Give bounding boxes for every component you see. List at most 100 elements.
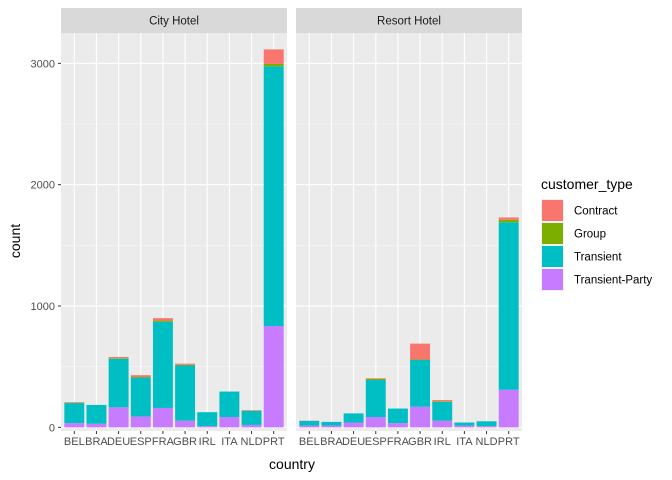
x-tick-label: BRA: [320, 436, 343, 448]
legend-swatch: [542, 269, 563, 290]
bar-segment-bra-transient: [321, 421, 342, 426]
bar-segment-irl-transient: [432, 401, 453, 421]
bar-segment-prt-contract: [498, 217, 519, 220]
bar-segment-gbr-group: [410, 359, 431, 361]
bar-segment-gbr-transient: [175, 365, 196, 421]
bar-segment-prt-contract: [263, 49, 284, 64]
legend-item-transient-party: Transient-Party: [541, 268, 652, 291]
bar-segment-ita-transient-party: [219, 417, 240, 428]
bar-segment-gbr-transient-party: [175, 420, 196, 428]
bar-segment-deu-transient: [343, 413, 364, 423]
legend-label: Transient: [574, 252, 622, 264]
legend-title: customer_type: [541, 176, 633, 192]
bar-segment-esp-transient-party: [130, 416, 151, 428]
legend-label: Group: [574, 229, 606, 241]
x-tick-label: DEU: [342, 436, 365, 448]
legend-swatch: [542, 200, 563, 221]
legend-swatch: [542, 246, 563, 267]
bar-segment-prt-transient: [498, 222, 519, 390]
x-tick-label: BEL: [299, 436, 320, 448]
y-axis: 0 1000 2000 3000: [31, 58, 61, 434]
bar-segment-nld-transient-party: [241, 424, 262, 428]
legend-item-group: Group: [541, 222, 606, 245]
bar-segment-gbr-transient-party: [410, 406, 431, 428]
y-tick-label: 0: [49, 422, 55, 434]
bar-segment-irl-transient-party: [197, 426, 218, 428]
bar-segment-bel-contract: [64, 402, 85, 403]
bar-segment-fra-group: [152, 320, 173, 322]
bar-segment-fra-transient-party: [387, 423, 408, 428]
x-tick-label: ESP: [130, 436, 152, 448]
bar-segment-irl-contract: [432, 400, 453, 402]
bar-segment-fra-contract: [152, 318, 173, 321]
bar-segment-bra-transient: [86, 404, 107, 424]
bar-segment-bra-transient-party: [86, 423, 107, 428]
bar-segment-nld-contract: [241, 410, 262, 411]
bar-segment-esp-transient: [130, 377, 151, 417]
bar-segment-esp-group: [365, 378, 386, 381]
bar-segment-nld-transient: [476, 421, 497, 427]
y-tick-label: 1000: [31, 301, 55, 313]
legend-item-transient: Transient: [541, 245, 622, 268]
panel-background: [296, 33, 522, 431]
x-tick-label: BRA: [85, 436, 108, 448]
bar-segment-gbr-contract: [410, 343, 431, 360]
legend-label: Contract: [574, 206, 618, 218]
bar-segment-fra-transient: [387, 408, 408, 424]
bar-segment-gbr-transient: [410, 360, 431, 407]
bar-segment-deu-contract: [108, 356, 129, 359]
bar-segment-prt-transient: [263, 66, 284, 327]
bar-segment-bel-transient: [64, 403, 85, 424]
bar-segment-fra-transient: [152, 321, 173, 408]
x-tick-label: GBR: [173, 436, 197, 448]
bar-segment-esp-group: [130, 377, 151, 378]
x-tick-label: ITA: [456, 436, 473, 448]
bar-segment-ita-transient-party: [454, 425, 475, 428]
facet-panels: City Hotel Resort Hotel: [61, 8, 522, 431]
x-tick-label: DEU: [107, 436, 130, 448]
bar-segment-irl-transient: [197, 412, 218, 427]
x-axis: BEL BRA DEU ESP FRA GBR IRL ITA NLD PRT BEL BRA DEU E…: [64, 431, 520, 448]
bar-segment-gbr-contract: [175, 363, 196, 365]
bar-segment-deu-transient: [108, 358, 129, 408]
legend-swatch: [542, 223, 563, 244]
bar-segment-esp-contract: [130, 375, 151, 378]
y-axis-title: count: [7, 224, 23, 258]
x-tick-label: GBR: [408, 436, 432, 448]
x-tick-label: NLD: [476, 436, 498, 448]
bar-segment-prt-group: [498, 219, 519, 223]
bar-segment-bra-transient-party: [321, 425, 342, 428]
x-tick-label: FRA: [152, 436, 175, 448]
facet-panel-1: Resort Hotel: [296, 8, 522, 431]
bar-segment-deu-group: [108, 358, 129, 359]
bar-segment-gbr-group: [175, 364, 196, 366]
bar-segment-fra-transient-party: [152, 407, 173, 428]
facet-strip-label: Resort Hotel: [377, 16, 441, 28]
bar-segment-prt-transient-party: [498, 389, 519, 428]
x-tick-label: IRL: [199, 436, 216, 448]
x-tick-label: PRT: [498, 436, 520, 448]
facet-strip-label: City Hotel: [149, 16, 199, 28]
bar-segment-prt-group: [263, 63, 284, 67]
y-tick-label: 3000: [31, 58, 55, 70]
x-tick-label: FRA: [387, 436, 410, 448]
bar-segment-nld-transient: [241, 410, 262, 425]
panel-background: [61, 33, 287, 431]
facet-strip: [61, 8, 287, 33]
bar-segment-irl-transient-party: [432, 420, 453, 428]
legend-label: Transient-Party: [574, 275, 652, 287]
bar-segment-nld-transient-party: [476, 426, 497, 428]
bar-segment-deu-transient-party: [343, 422, 364, 428]
bar-segment-esp-contract: [365, 378, 386, 379]
x-tick-label: ITA: [221, 436, 238, 448]
x-tick-label: NLD: [241, 436, 263, 448]
x-axis-title: country: [269, 456, 315, 472]
facet-strip: [296, 8, 522, 33]
bar-segment-bel-transient-party: [299, 425, 320, 428]
bar-segment-bel-transient: [299, 420, 320, 426]
x-tick-label: BEL: [64, 436, 85, 448]
bar-segment-esp-transient-party: [365, 417, 386, 428]
legend-item-contract: Contract: [541, 199, 618, 222]
bar-segment-ita-transient: [219, 391, 240, 418]
facet-panel-0: City Hotel: [61, 8, 287, 431]
